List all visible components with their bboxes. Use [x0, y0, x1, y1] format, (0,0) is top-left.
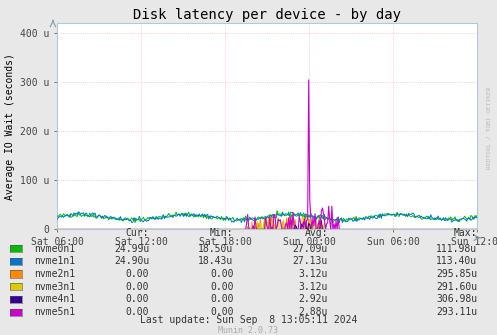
- Text: 3.12u: 3.12u: [299, 282, 328, 292]
- Text: 27.13u: 27.13u: [293, 256, 328, 266]
- Text: 24.99u: 24.99u: [114, 244, 149, 254]
- Text: 0.00: 0.00: [126, 269, 149, 279]
- Text: nvme1n1: nvme1n1: [34, 256, 75, 266]
- Text: RRDTOOL / TOBI OETIKER: RRDTOOL / TOBI OETIKER: [486, 86, 491, 169]
- Text: 0.00: 0.00: [126, 307, 149, 317]
- Text: 2.92u: 2.92u: [299, 294, 328, 305]
- Text: 0.00: 0.00: [210, 269, 234, 279]
- Text: nvme2n1: nvme2n1: [34, 269, 75, 279]
- Text: nvme3n1: nvme3n1: [34, 282, 75, 292]
- Text: 3.12u: 3.12u: [299, 269, 328, 279]
- Text: 2.88u: 2.88u: [299, 307, 328, 317]
- Text: Last update: Sun Sep  8 13:05:11 2024: Last update: Sun Sep 8 13:05:11 2024: [140, 315, 357, 325]
- Text: 0.00: 0.00: [126, 282, 149, 292]
- Text: Cur:: Cur:: [126, 228, 149, 238]
- Text: Avg:: Avg:: [305, 228, 328, 238]
- Text: Min:: Min:: [210, 228, 234, 238]
- Text: 111.98u: 111.98u: [436, 244, 477, 254]
- Text: 24.90u: 24.90u: [114, 256, 149, 266]
- Text: 18.50u: 18.50u: [198, 244, 234, 254]
- Y-axis label: Average IO Wait (seconds): Average IO Wait (seconds): [4, 53, 14, 200]
- Text: 0.00: 0.00: [210, 282, 234, 292]
- Text: nvme0n1: nvme0n1: [34, 244, 75, 254]
- Text: 291.60u: 291.60u: [436, 282, 477, 292]
- Text: 0.00: 0.00: [126, 294, 149, 305]
- Text: Munin 2.0.73: Munin 2.0.73: [219, 327, 278, 335]
- Text: 0.00: 0.00: [210, 294, 234, 305]
- Text: 293.11u: 293.11u: [436, 307, 477, 317]
- Text: nvme4n1: nvme4n1: [34, 294, 75, 305]
- Text: 295.85u: 295.85u: [436, 269, 477, 279]
- Text: 18.43u: 18.43u: [198, 256, 234, 266]
- Text: nvme5n1: nvme5n1: [34, 307, 75, 317]
- Text: 0.00: 0.00: [210, 307, 234, 317]
- Text: 306.98u: 306.98u: [436, 294, 477, 305]
- Title: Disk latency per device - by day: Disk latency per device - by day: [133, 8, 401, 22]
- Text: 27.09u: 27.09u: [293, 244, 328, 254]
- Text: Max:: Max:: [454, 228, 477, 238]
- Text: 113.40u: 113.40u: [436, 256, 477, 266]
